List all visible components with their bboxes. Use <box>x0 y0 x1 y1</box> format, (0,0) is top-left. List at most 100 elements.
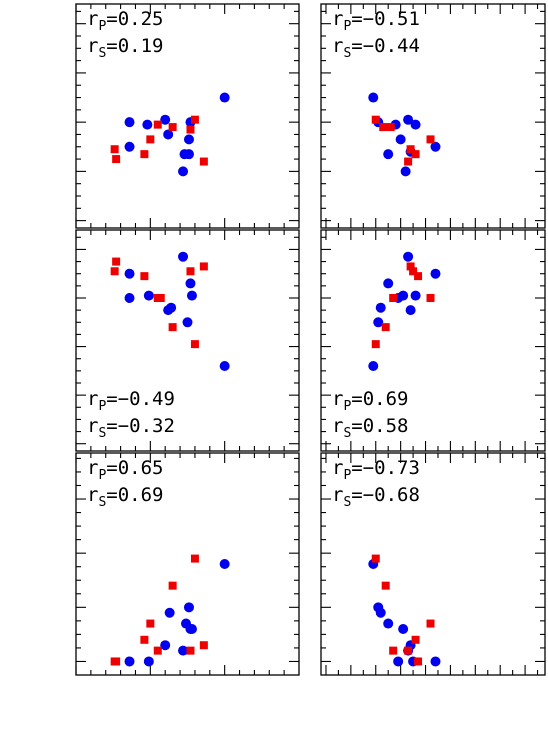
data-point-square <box>411 150 420 159</box>
stat-rs: rS=−0.32 <box>87 415 175 441</box>
stat-equals: = <box>106 457 117 479</box>
stat-subscript: P <box>343 19 351 34</box>
stat-equals: = <box>106 388 117 410</box>
stat-rs: rS=−0.68 <box>332 484 420 510</box>
stat-symbol: r <box>332 415 343 437</box>
data-point-circle <box>163 129 174 140</box>
data-point-square <box>371 554 380 563</box>
data-point-circle <box>182 317 193 328</box>
stat-value: 0.25 <box>118 8 164 30</box>
stat-symbol: r <box>87 415 98 437</box>
data-point-square <box>386 123 395 132</box>
data-point-circle <box>398 623 409 634</box>
stat-rs: rS=0.69 <box>87 484 164 510</box>
data-point-square <box>379 123 388 132</box>
data-point-square <box>168 581 177 590</box>
data-point-circle <box>186 290 197 301</box>
stat-value: −0.49 <box>118 388 175 410</box>
stat-rs: rS=−0.44 <box>332 35 420 61</box>
data-point-circle <box>375 302 386 313</box>
data-point-circle <box>124 141 135 152</box>
data-point-square <box>426 294 435 302</box>
data-point-square <box>199 157 208 166</box>
data-point-square <box>153 120 162 129</box>
panel-middle-right: rP=0.69 rS=0.58 <box>320 229 546 452</box>
data-point-square <box>112 657 121 666</box>
data-point-circle <box>410 290 421 301</box>
stat-equals: = <box>351 388 362 410</box>
stat-subscript: P <box>343 468 351 483</box>
data-point-circle <box>178 166 189 177</box>
panels-group: rP=0.25rS=0.19rP=−0.51rS=−0.44rP=−0.49rS… <box>75 3 546 676</box>
data-point-square <box>190 554 199 563</box>
data-point-circle <box>124 293 135 303</box>
data-point-circle <box>375 607 386 618</box>
stat-value: −0.51 <box>363 8 420 30</box>
data-point-square <box>414 657 423 666</box>
data-point-square <box>190 115 199 124</box>
stat-equals: = <box>106 415 117 437</box>
data-point-square <box>186 125 195 134</box>
data-point-circle <box>403 114 414 125</box>
stat-symbol: r <box>332 457 343 479</box>
data-point-circle <box>160 114 171 125</box>
stat-equals: = <box>351 35 362 57</box>
data-point-circle <box>164 607 175 618</box>
data-point-square <box>146 135 155 144</box>
stat-subscript: S <box>98 426 106 441</box>
data-point-circle <box>219 559 230 569</box>
data-point-circle <box>383 278 394 289</box>
data-point-square <box>404 646 413 655</box>
stat-subscript: P <box>98 468 106 483</box>
data-point-square <box>112 155 121 164</box>
stat-rp: rP=0.65 <box>87 457 164 483</box>
data-point-circle <box>219 361 230 371</box>
data-point-circle <box>143 656 154 667</box>
stat-subscript: S <box>98 495 106 510</box>
stat-symbol: r <box>332 388 343 410</box>
stat-value: −0.44 <box>363 35 420 57</box>
panel-frame <box>75 229 300 452</box>
stat-subscript: P <box>343 399 351 414</box>
stat-symbol: r <box>332 484 343 506</box>
data-point-square <box>186 267 195 276</box>
stat-subscript: S <box>343 495 351 510</box>
data-point-circle <box>368 92 379 103</box>
data-point-square <box>112 257 121 266</box>
data-point-circle <box>393 656 404 667</box>
data-point-circle <box>124 656 135 667</box>
stat-equals: = <box>106 35 117 57</box>
data-point-square <box>199 262 208 271</box>
stat-rs: rS=0.58 <box>332 415 409 441</box>
stat-subscript: P <box>98 399 106 414</box>
data-point-circle <box>383 149 394 160</box>
data-point-circle <box>183 149 194 160</box>
data-point-circle <box>373 317 384 328</box>
data-point-circle <box>398 290 409 301</box>
data-point-circle <box>178 645 189 656</box>
data-point-square <box>371 115 380 124</box>
data-point-circle <box>405 305 416 316</box>
data-point-circle <box>403 251 414 262</box>
data-point-square <box>426 619 435 628</box>
data-point-circle <box>430 656 441 667</box>
panel-bottom-right: rP=−0.73 rS=−0.68 <box>320 452 546 676</box>
stat-value: −0.68 <box>363 484 420 506</box>
panel-frame <box>75 452 300 676</box>
stat-value: −0.73 <box>363 457 420 479</box>
stat-equals: = <box>106 484 117 506</box>
data-point-square <box>426 135 435 144</box>
data-point-circle <box>185 278 196 289</box>
data-point-circle <box>368 361 379 371</box>
stat-equals: = <box>351 484 362 506</box>
data-point-circle <box>124 268 135 279</box>
data-point-square <box>389 294 398 302</box>
data-point-square <box>199 641 208 650</box>
panel-frame <box>320 3 546 229</box>
stat-subscript: S <box>343 46 351 61</box>
stat-value: 0.65 <box>118 457 164 479</box>
stat-value: 0.69 <box>363 388 409 410</box>
